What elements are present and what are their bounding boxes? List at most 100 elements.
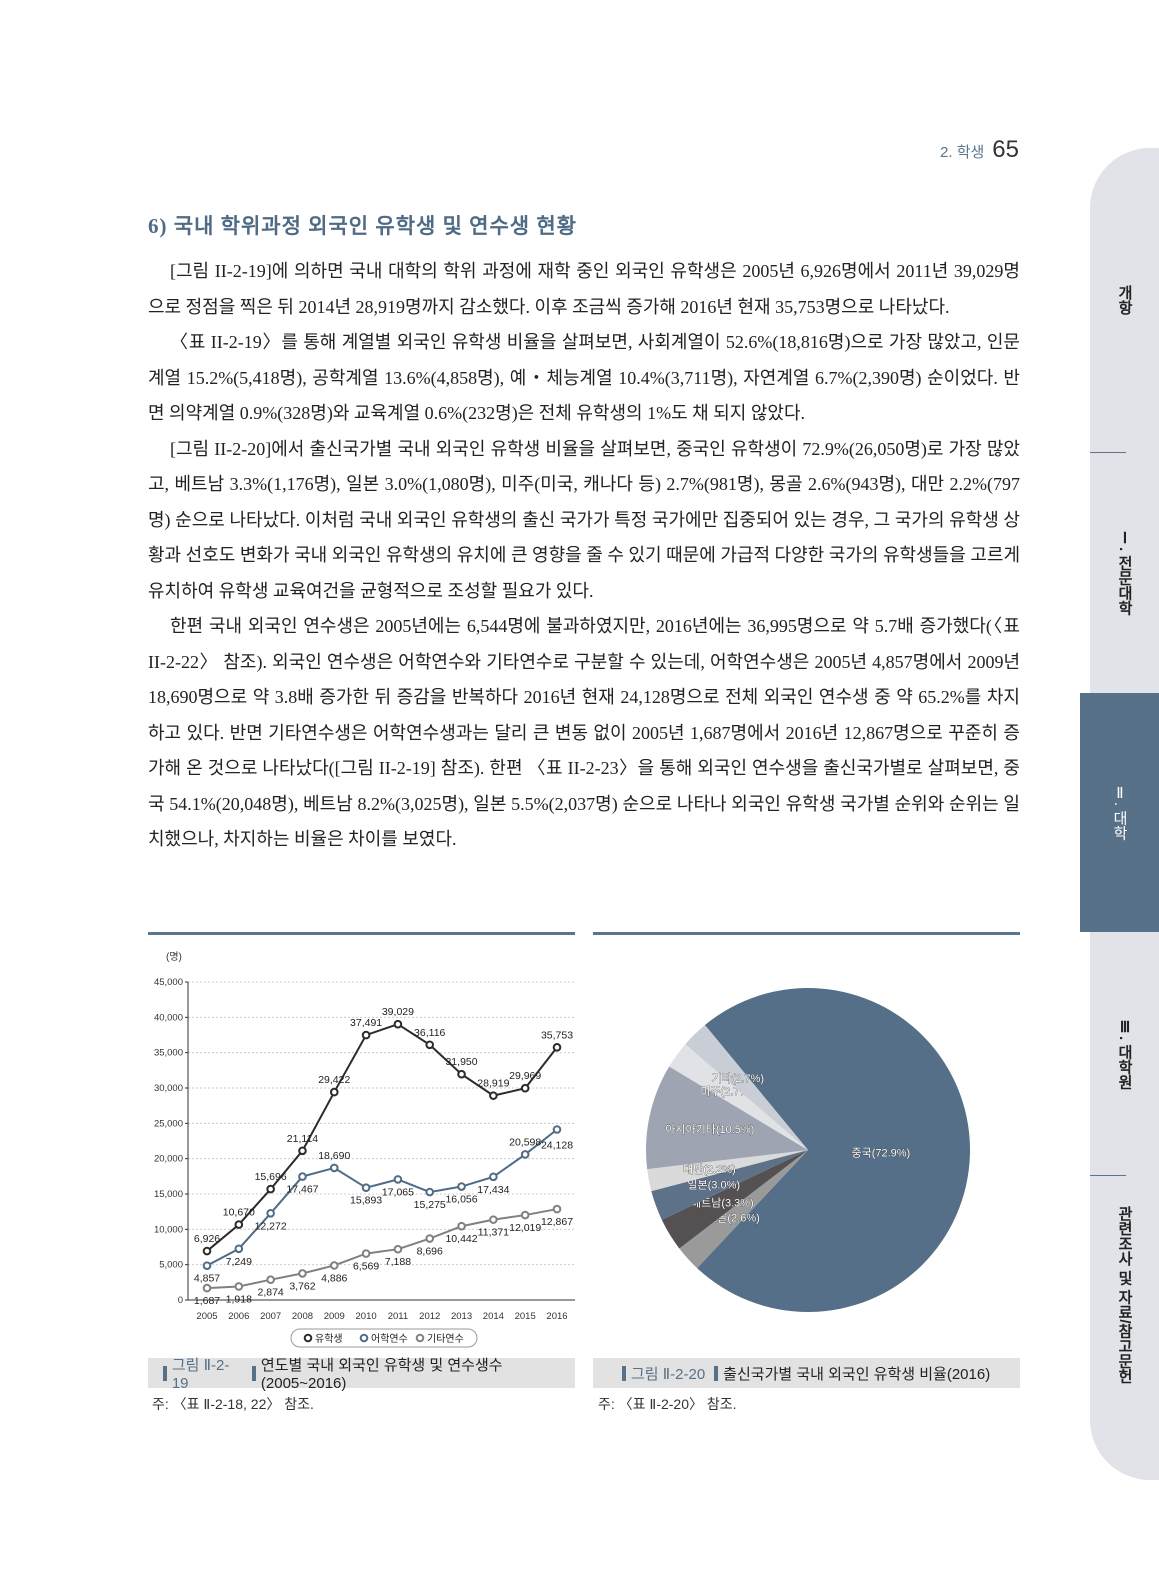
legend-marker: [359, 1333, 369, 1343]
x-tick-label: 2005: [196, 1311, 217, 1322]
x-tick-label: 2014: [483, 1311, 504, 1322]
data-label: 29,969: [509, 1070, 541, 1082]
data-label: 8,696: [417, 1246, 443, 1258]
side-tab-label: Ⅰ. 전문대학: [1116, 529, 1133, 616]
data-label: 31,950: [445, 1056, 477, 1068]
data-point: [393, 1244, 403, 1254]
y-tick-label: 40,000: [154, 1012, 183, 1023]
side-tab-label: 관련조사 및 자료/참고문헌: [1116, 1206, 1133, 1384]
figure-note: 주: 〈표 Ⅱ-2-20〉 참조.: [598, 1396, 737, 1412]
data-label: 36,116: [414, 1027, 445, 1039]
data-label: 21,114: [287, 1133, 318, 1145]
x-tick-label: 2016: [546, 1311, 567, 1322]
side-tab-college[interactable]: Ⅰ. 전문대학: [1090, 452, 1159, 693]
data-label: 4,857: [194, 1273, 220, 1285]
data-point: [552, 1125, 562, 1134]
x-tick-label: 2007: [260, 1311, 281, 1322]
data-label: 24,128: [541, 1139, 573, 1151]
x-tick-label: 2012: [419, 1311, 440, 1322]
y-tick-label: 20,000: [154, 1154, 183, 1165]
data-point: [520, 1083, 530, 1093]
data-point: [329, 1087, 339, 1097]
pie-slice: [661, 1150, 808, 1249]
data-point: [234, 1220, 244, 1229]
data-point: [361, 1249, 371, 1258]
x-tick-label: 2008: [292, 1311, 313, 1322]
figure-caption: 그림 Ⅱ-2-19 연도별 국내 외국인 유학생 및 연수생수(2005~201…: [148, 1357, 575, 1392]
data-point: [266, 1208, 275, 1218]
data-label: 6,569: [353, 1261, 379, 1273]
page-header: 2. 학생 65: [940, 136, 1019, 164]
side-tab-references[interactable]: 관련조사 및 자료/참고문헌: [1090, 1175, 1159, 1415]
data-label: 28,919: [477, 1078, 509, 1090]
data-point: [457, 1221, 466, 1231]
side-tab-label: Ⅱ. 대학: [1111, 784, 1128, 841]
y-tick-label: 45,000: [154, 977, 183, 988]
data-label: 7,188: [385, 1256, 411, 1268]
tab-divider: [1090, 452, 1126, 453]
data-label: 18,690: [318, 1150, 350, 1162]
data-label: 37,491: [350, 1017, 382, 1029]
data-point: [425, 1187, 435, 1197]
y-tick-label: 15,000: [154, 1189, 183, 1200]
caption-title: 출신국가별 국내 외국인 유학생 비율(2016): [723, 1365, 991, 1383]
data-label: 17,467: [286, 1184, 318, 1196]
data-label: 15,696: [255, 1171, 287, 1183]
legend-box: [290, 1328, 478, 1348]
pie-slice: [679, 1150, 808, 1269]
data-point: [298, 1172, 307, 1181]
x-tick-label: 2011: [388, 1311, 408, 1322]
data-point: [298, 1269, 307, 1278]
data-label: 15,275: [414, 1199, 446, 1211]
data-point: [202, 1246, 212, 1256]
data-label: 11,371: [478, 1227, 509, 1239]
side-tabs: 개항 Ⅰ. 전문대학 Ⅱ. 대학 Ⅲ. 대학원 관련조사 및 자료/참고문헌: [1080, 148, 1159, 1480]
pie-slice: [647, 1150, 808, 1192]
data-label: 20,598: [509, 1136, 541, 1148]
data-point: [202, 1283, 212, 1293]
data-label: 17,065: [382, 1186, 414, 1198]
paragraph: [그림 II-2-20]에서 출신국가별 국내 외국인 유학생 비율을 살펴보면…: [148, 438, 1020, 601]
legend-label: 기타연수: [427, 1333, 464, 1345]
pie-slice: [685, 1024, 808, 1150]
data-point: [489, 1215, 498, 1224]
series-line-어학연수: [206, 1128, 558, 1267]
line-chart: (명) 0 5,000 10,000 15,000 20,000 25,000 30,000 3…: [154, 951, 575, 1348]
data-label: 1,918: [226, 1293, 252, 1305]
data-point: [425, 1040, 435, 1050]
body-text: [그림 II-2-19]에 의하면 국내 대학의 학위 과정에 재학 중인 외국…: [148, 254, 1020, 858]
data-point: [361, 1183, 371, 1192]
y-tick-label: 10,000: [154, 1224, 183, 1235]
data-point: [361, 1030, 371, 1040]
side-tab-graduate[interactable]: Ⅲ. 대학원: [1090, 932, 1159, 1175]
caption-title: 연도별 국내 외국인 유학생 및 연수생수(2005~2016): [260, 1357, 503, 1392]
pie-chart: 중국(72.9%)몽골(2.6%)베트남(3.3%)일본(3.0%)대만(2.2…: [646, 988, 970, 1312]
data-label: 7,249: [226, 1256, 252, 1268]
data-point: [393, 1019, 403, 1029]
x-tick-label: 2009: [324, 1311, 345, 1322]
pie-label: 베트남(3.3%): [691, 1196, 754, 1209]
data-label: 29,422: [318, 1074, 350, 1086]
data-point: [425, 1234, 435, 1243]
side-tab-overview[interactable]: 개항: [1090, 148, 1159, 452]
pie-slice: [669, 1044, 808, 1150]
tab-divider: [1090, 1175, 1126, 1176]
data-label: 2,874: [257, 1287, 283, 1299]
data-point: [329, 1261, 339, 1270]
pie-label: 중국(72.9%): [851, 1147, 910, 1159]
pie-slice: [651, 1150, 808, 1220]
y-tick-label: 35,000: [154, 1048, 183, 1059]
paragraph: 〈표 II-2-19〉를 통해 계열별 외국인 유학생 비율을 살펴보면, 사회…: [148, 332, 1020, 423]
section-title: 6) 국내 학위과정 외국인 유학생 및 연수생 현황: [148, 214, 578, 238]
data-point: [489, 1091, 498, 1100]
data-label: 12,019: [509, 1222, 541, 1234]
data-label: 12,867: [541, 1216, 573, 1228]
paragraph: [그림 II-2-19]에 의하면 국내 대학의 학위 과정에 재학 중인 외국…: [148, 261, 1020, 317]
side-tab-label: 개항: [1116, 285, 1133, 315]
data-point: [298, 1146, 307, 1156]
side-tab-university[interactable]: Ⅱ. 대학: [1080, 693, 1159, 932]
x-tick-label: 2006: [228, 1311, 249, 1322]
y-tick-label: 25,000: [154, 1118, 183, 1129]
data-label: 10,442: [445, 1233, 477, 1245]
page-number: 65: [992, 136, 1019, 163]
